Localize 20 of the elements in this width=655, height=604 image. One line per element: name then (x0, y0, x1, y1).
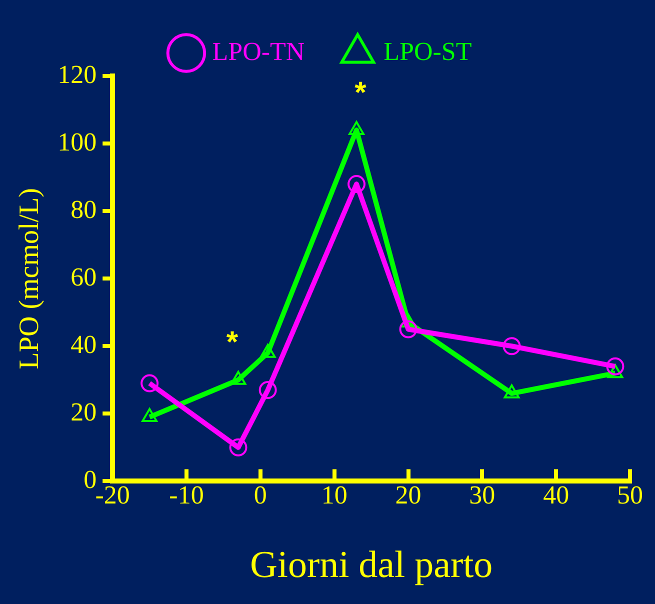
annotation: * (354, 76, 367, 110)
x-axis-title: Giorni dal parto (250, 544, 493, 586)
x-tick-label: 0 (254, 480, 267, 510)
y-tick-label: 20 (70, 397, 97, 426)
y-tick-label: 40 (70, 330, 97, 359)
x-tick-label: 20 (395, 480, 422, 510)
annotation: * (226, 326, 238, 360)
x-tick-label: -10 (169, 480, 204, 510)
x-tick-label: 50 (617, 480, 643, 510)
legend-label: LPO-TN (212, 36, 305, 66)
x-tick-label: -20 (95, 480, 130, 510)
y-tick-label: 120 (58, 60, 97, 89)
y-tick-label: 100 (58, 127, 97, 156)
x-tick-label: 40 (543, 480, 570, 510)
y-axis-title: LPO (mcmol/L) (14, 188, 46, 370)
y-tick-label: 80 (70, 194, 97, 224)
x-tick-label: 30 (469, 480, 496, 510)
x-tick-label: 10 (321, 480, 348, 510)
legend-label: LPO-ST (384, 36, 472, 66)
y-tick-label: 60 (70, 262, 97, 292)
